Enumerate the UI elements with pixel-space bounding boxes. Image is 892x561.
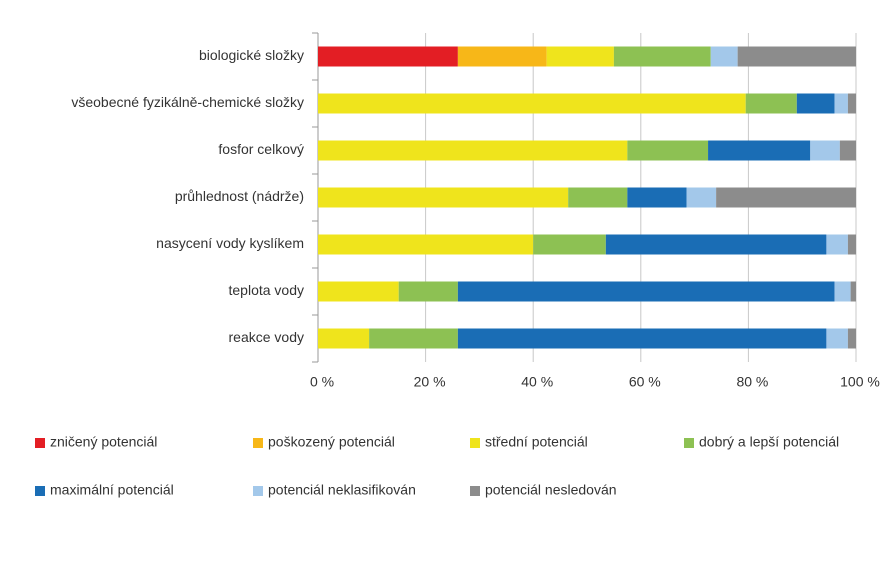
legend-swatch [470, 486, 480, 496]
x-tick-label: 20 % [414, 374, 446, 390]
bar-segment [318, 187, 569, 208]
legend-label: střední potenciál [485, 434, 588, 450]
bar-segment [568, 187, 628, 208]
bar-segment [737, 46, 856, 67]
bar-segment [613, 46, 711, 67]
y-tick-label: biologické složky [199, 47, 304, 63]
y-tick-label: fosfor celkový [218, 141, 304, 157]
bar-segment [318, 328, 370, 349]
bar-segment [627, 140, 709, 161]
bar-segment [847, 328, 856, 349]
x-tick-label: 100 % [840, 374, 880, 390]
bar-segment [850, 281, 856, 302]
legend-swatch [35, 438, 45, 448]
bar-segment [686, 187, 717, 208]
legend-swatch [253, 486, 263, 496]
legend-label: zničený potenciál [50, 434, 157, 450]
bar-segment [369, 328, 458, 349]
bar-segment [457, 46, 547, 67]
bar-segment [318, 281, 399, 302]
legend-swatch [35, 486, 45, 496]
bar-segment [810, 140, 840, 161]
bar-segment [847, 93, 856, 114]
y-tick-label: průhlednost (nádrže) [175, 188, 304, 204]
y-tick-label: teplota vody [229, 282, 305, 298]
bar-segment [318, 234, 534, 255]
bar-segment [318, 46, 458, 67]
bar-segment [457, 328, 827, 349]
bar-segment [839, 140, 856, 161]
legend-swatch [470, 438, 480, 448]
y-tick-label: reakce vody [229, 329, 304, 345]
bar-segment [716, 187, 856, 208]
legend-label: potenciál nesledován [485, 482, 617, 498]
legend-label: potenciál neklasifikován [268, 482, 416, 498]
bar-segment [796, 93, 835, 114]
bar-segment [398, 281, 458, 302]
bar-segment [605, 234, 827, 255]
bar-segment [745, 93, 797, 114]
bar-segment [826, 234, 848, 255]
legend-label: dobrý a lepší potenciál [699, 434, 839, 450]
x-tick-label: 60 % [629, 374, 661, 390]
legend-swatch [253, 438, 263, 448]
bar-segment [847, 234, 856, 255]
legend-label: poškozený potenciál [268, 434, 395, 450]
x-tick-label: 40 % [521, 374, 553, 390]
bar-segment [834, 93, 848, 114]
x-tick-label: 80 % [736, 374, 768, 390]
bar-segment [708, 140, 811, 161]
bar-segment [318, 140, 628, 161]
bar-segment [457, 281, 835, 302]
x-tick-label: 0 % [310, 374, 334, 390]
bar-segment [826, 328, 848, 349]
y-tick-label: všeobecné fyzikálně-chemické složky [71, 94, 304, 110]
bar-segment [533, 234, 606, 255]
legend-label: maximální potenciál [50, 482, 174, 498]
y-tick-label: nasycení vody kyslíkem [156, 235, 304, 251]
bar-segment [546, 46, 614, 67]
legend-swatch [684, 438, 694, 448]
bar-segment [710, 46, 738, 67]
bar-segment [627, 187, 687, 208]
bar-segment [318, 93, 746, 114]
bar-segment [834, 281, 851, 302]
